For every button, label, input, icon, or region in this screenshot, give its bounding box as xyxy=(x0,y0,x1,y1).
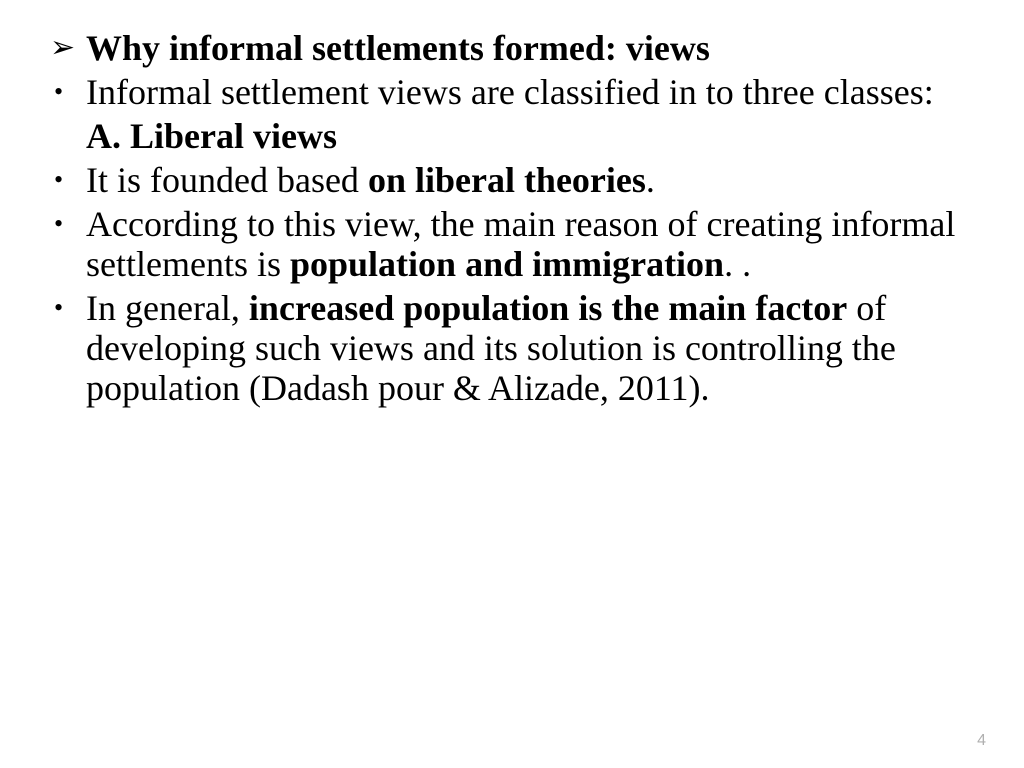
text-bold: increased population is the main factor xyxy=(249,288,847,328)
bullet-3: • In general, increased population is th… xyxy=(50,288,974,408)
page-number: 4 xyxy=(977,732,986,750)
bullet-text: It is founded based on liberal theories. xyxy=(86,160,655,200)
heading-row: ➢ Why informal settlements formed: views xyxy=(50,28,974,68)
bullet-intro: • Informal settlement views are classifi… xyxy=(50,72,974,112)
bullet-1: • It is founded based on liberal theorie… xyxy=(50,160,974,200)
text-plain: . xyxy=(646,160,655,200)
bullet-icon: • xyxy=(50,72,86,112)
bullet-icon: • xyxy=(50,160,86,200)
slide-content: ➢ Why informal settlements formed: views… xyxy=(0,0,1024,432)
bullet-icon: • xyxy=(50,288,86,328)
bullet-text: According to this view, the main reason … xyxy=(86,204,974,284)
section-a-label: A. Liberal views xyxy=(86,116,974,156)
bullet-text: In general, increased population is the … xyxy=(86,288,974,408)
text-plain: . . xyxy=(724,244,751,284)
slide-heading: Why informal settlements formed: views xyxy=(86,28,710,68)
bullet-icon: • xyxy=(50,204,86,244)
arrow-icon: ➢ xyxy=(50,28,86,68)
bullet-2: • According to this view, the main reaso… xyxy=(50,204,974,284)
text-bold: population and immigration xyxy=(290,244,724,284)
bullet-text: Informal settlement views are classified… xyxy=(86,72,934,112)
text-plain: In general, xyxy=(86,288,249,328)
text-plain: It is founded based xyxy=(86,160,368,200)
text-bold: on liberal theories xyxy=(368,160,646,200)
